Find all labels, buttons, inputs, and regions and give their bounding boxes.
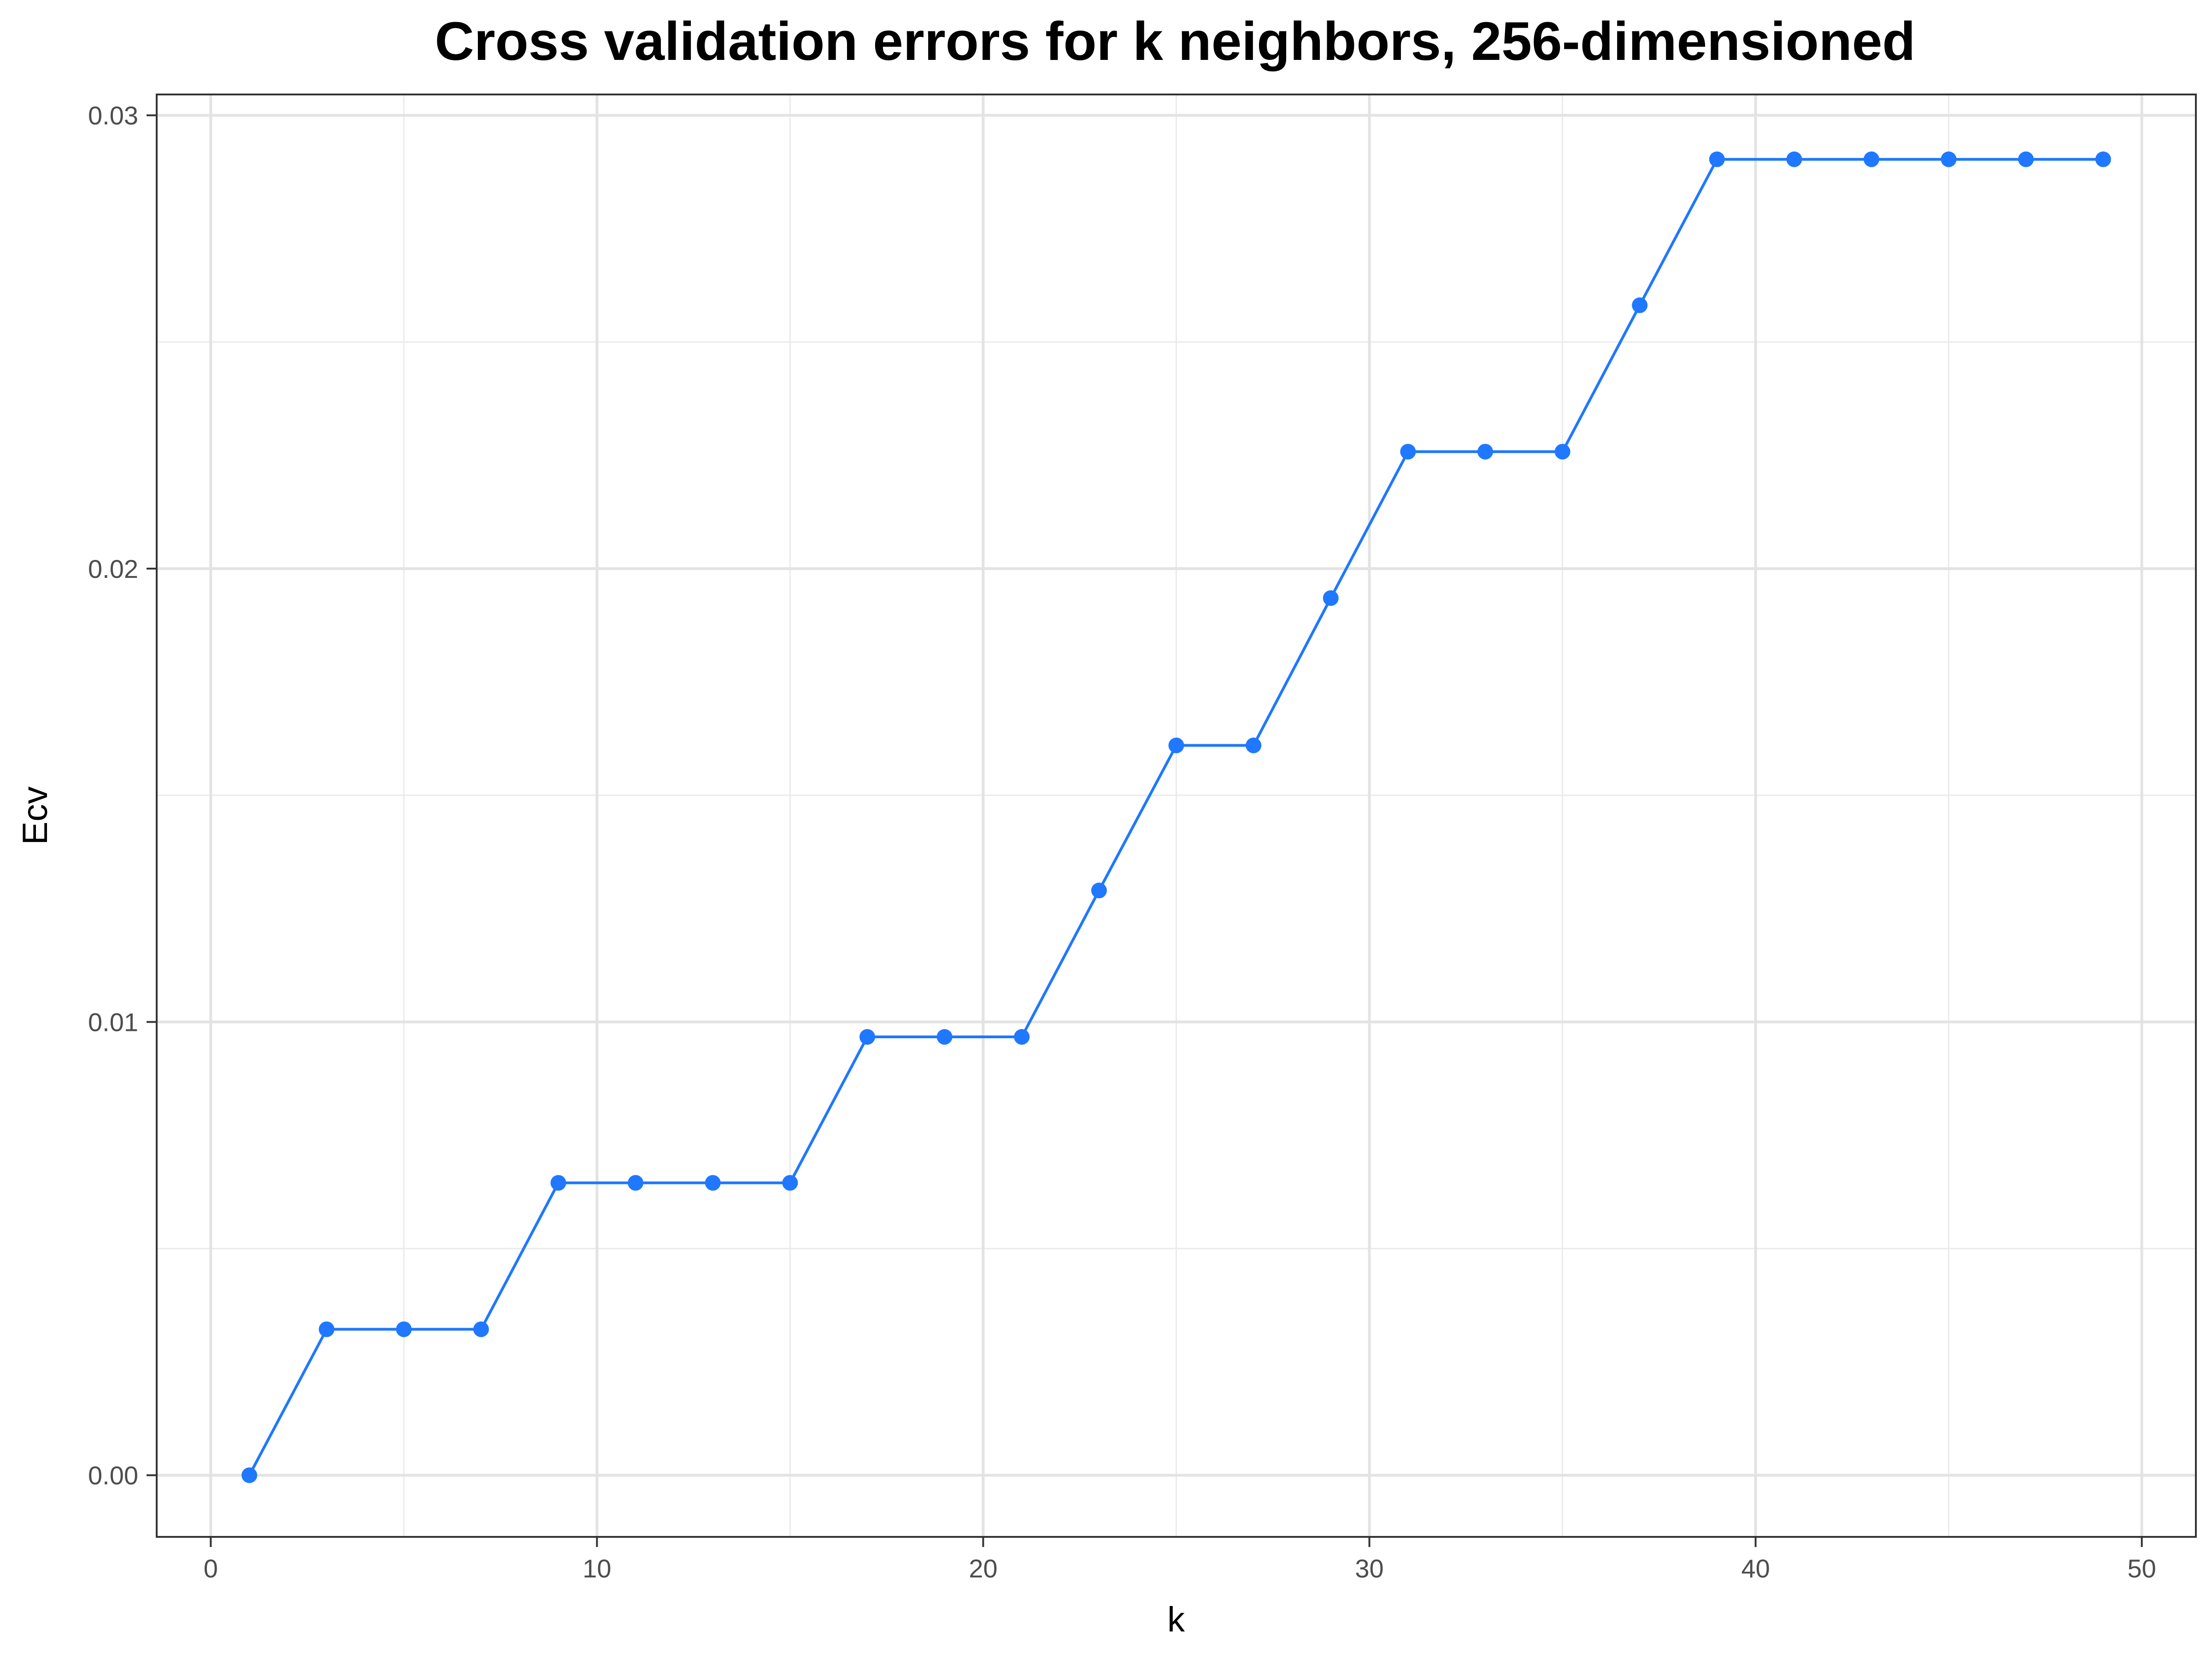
y-axis-title: Ecv (16, 787, 55, 845)
data-point (1091, 882, 1107, 899)
series-layer (241, 151, 2111, 1483)
data-point (1786, 151, 1802, 167)
y-tick-label: 0.01 (88, 1008, 138, 1037)
data-point (2018, 151, 2034, 167)
data-point (1477, 444, 1493, 460)
x-axis-title: k (1167, 1600, 1185, 1639)
x-tick-label: 0 (204, 1554, 218, 1583)
chart-title: Cross validation errors for k neighbors,… (435, 11, 1915, 72)
major-gridlines (157, 94, 2196, 1537)
data-point (1168, 737, 1184, 753)
x-tick-label: 20 (969, 1554, 997, 1583)
plot-panel-border (156, 94, 2197, 1538)
data-point (1864, 151, 1880, 167)
y-tick-label: 0.02 (88, 554, 138, 583)
data-point (705, 1175, 721, 1191)
minor-gridlines (157, 94, 2196, 1537)
data-point (628, 1175, 644, 1191)
data-point (1554, 444, 1571, 460)
x-tick-label: 30 (1355, 1554, 1383, 1583)
data-point (1323, 590, 1339, 606)
data-point (1014, 1029, 1030, 1045)
data-point (1941, 151, 1957, 167)
x-tick-label: 10 (582, 1554, 611, 1583)
x-tick-label: 50 (2128, 1554, 2156, 1583)
data-point (396, 1321, 412, 1337)
data-point (1400, 444, 1416, 460)
y-tick-label: 0.03 (88, 101, 138, 130)
x-axis: 0 10 20 30 40 50 (204, 1537, 2156, 1583)
data-point (936, 1029, 953, 1045)
data-point (2095, 151, 2111, 167)
data-point (318, 1321, 335, 1337)
y-tick-label: 0.00 (88, 1461, 138, 1490)
x-tick-label: 40 (1741, 1554, 1770, 1583)
data-point (782, 1175, 798, 1191)
data-point (241, 1467, 258, 1483)
data-point (1246, 737, 1262, 753)
data-point (1709, 151, 1725, 167)
data-point (1632, 297, 1648, 313)
data-point (550, 1175, 566, 1191)
data-point (859, 1029, 876, 1045)
data-point (473, 1321, 489, 1337)
y-axis: 0.00 0.01 0.02 0.03 (88, 101, 157, 1490)
